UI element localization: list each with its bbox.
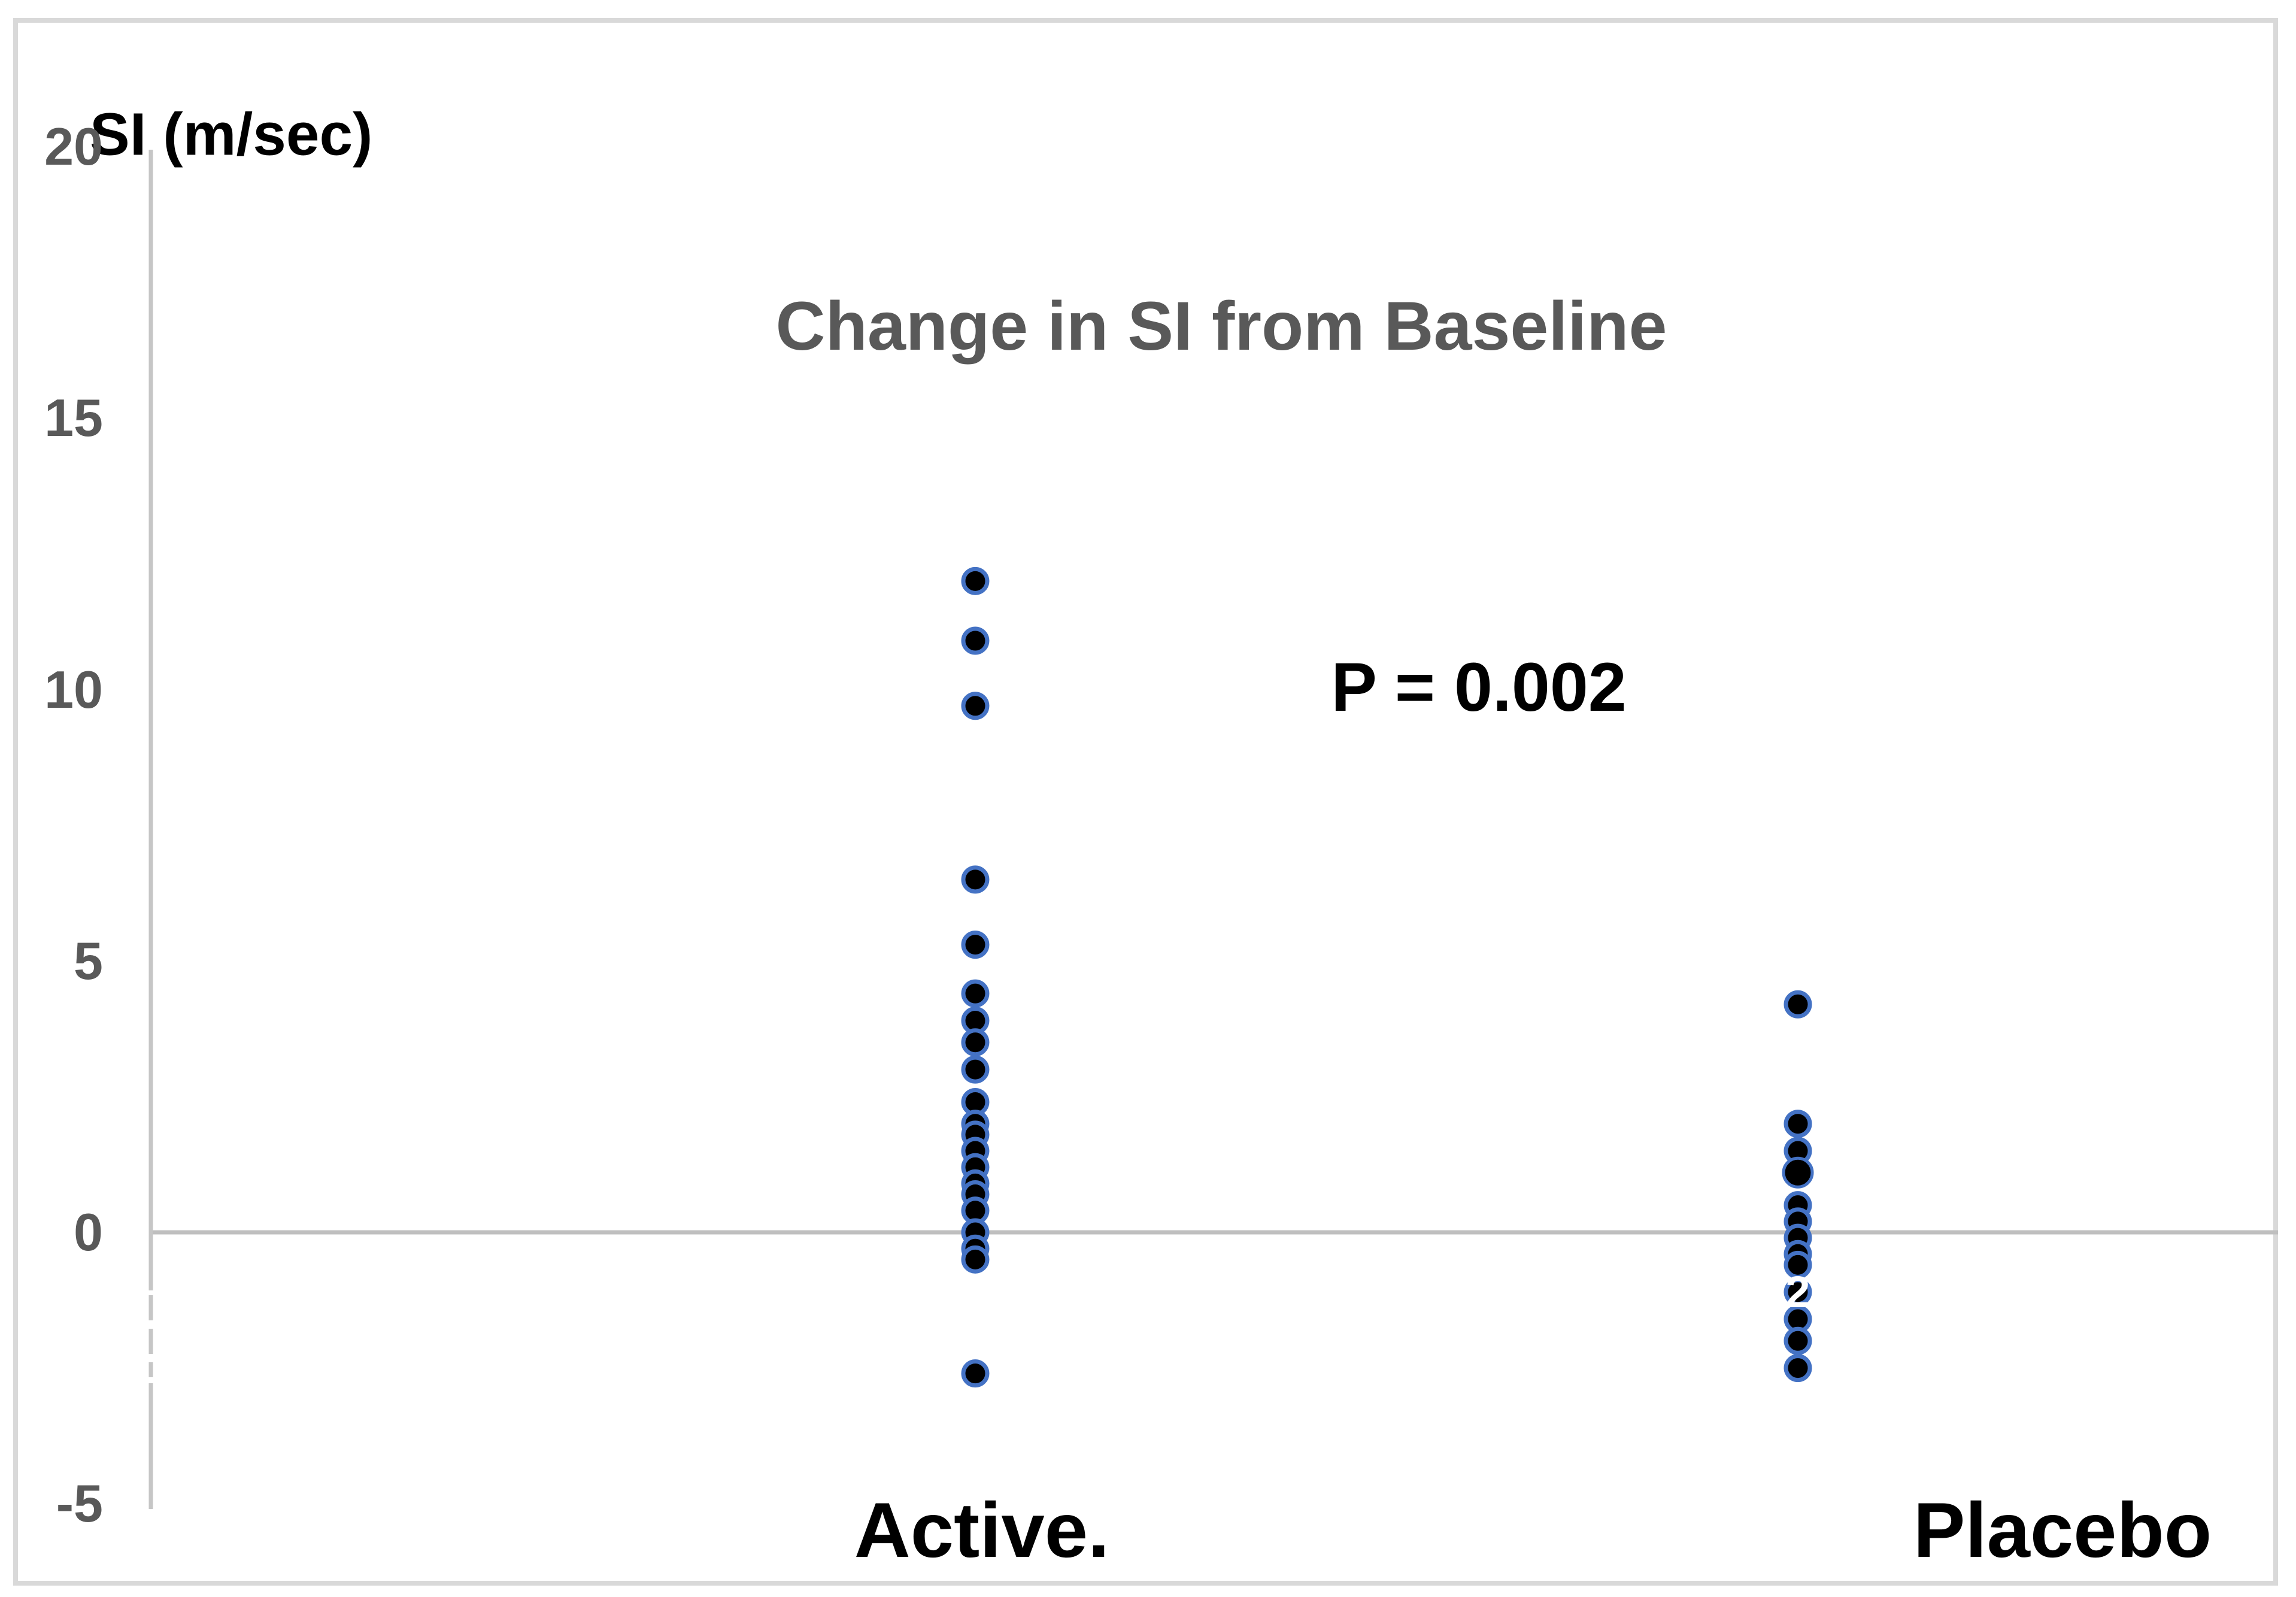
- data-point: [1784, 990, 1812, 1019]
- data-point: [1784, 1326, 1812, 1355]
- chart-title: Change in SI from Baseline: [775, 288, 1667, 365]
- y-tick-label: 0: [74, 1202, 103, 1262]
- data-point: [961, 1028, 990, 1057]
- data-point: [1782, 1156, 1814, 1189]
- category-label-active: Active.: [854, 1486, 1110, 1574]
- dots-layer: 2: [961, 566, 1814, 1388]
- data-point: [1784, 1250, 1812, 1279]
- data-point: [961, 1245, 990, 1274]
- data-point: [1784, 1110, 1812, 1138]
- y-tick-label: 5: [74, 931, 103, 990]
- y-tick-label: 10: [44, 659, 103, 719]
- data-point: [1784, 1278, 1812, 1307]
- data-point: [961, 626, 990, 655]
- data-point: [1784, 1354, 1812, 1383]
- point-count-label: 2: [1785, 1267, 1810, 1317]
- category-label-placebo: Placebo: [1913, 1486, 2212, 1574]
- data-point: [961, 865, 990, 894]
- data-point: [961, 931, 990, 959]
- p-value-annotation: P = 0.002: [1331, 649, 1627, 726]
- data-point: [961, 566, 990, 595]
- y-axis-title: SI (m/sec): [90, 101, 373, 168]
- y-tick-label: 15: [44, 388, 103, 448]
- chart-outer-border: [13, 18, 2278, 1586]
- data-point: [961, 1359, 990, 1388]
- data-point: [961, 1055, 990, 1084]
- data-point: [961, 979, 990, 1008]
- data-point: [961, 692, 990, 720]
- y-tick-label: 20: [44, 117, 103, 177]
- y-tick-label: -5: [56, 1474, 103, 1534]
